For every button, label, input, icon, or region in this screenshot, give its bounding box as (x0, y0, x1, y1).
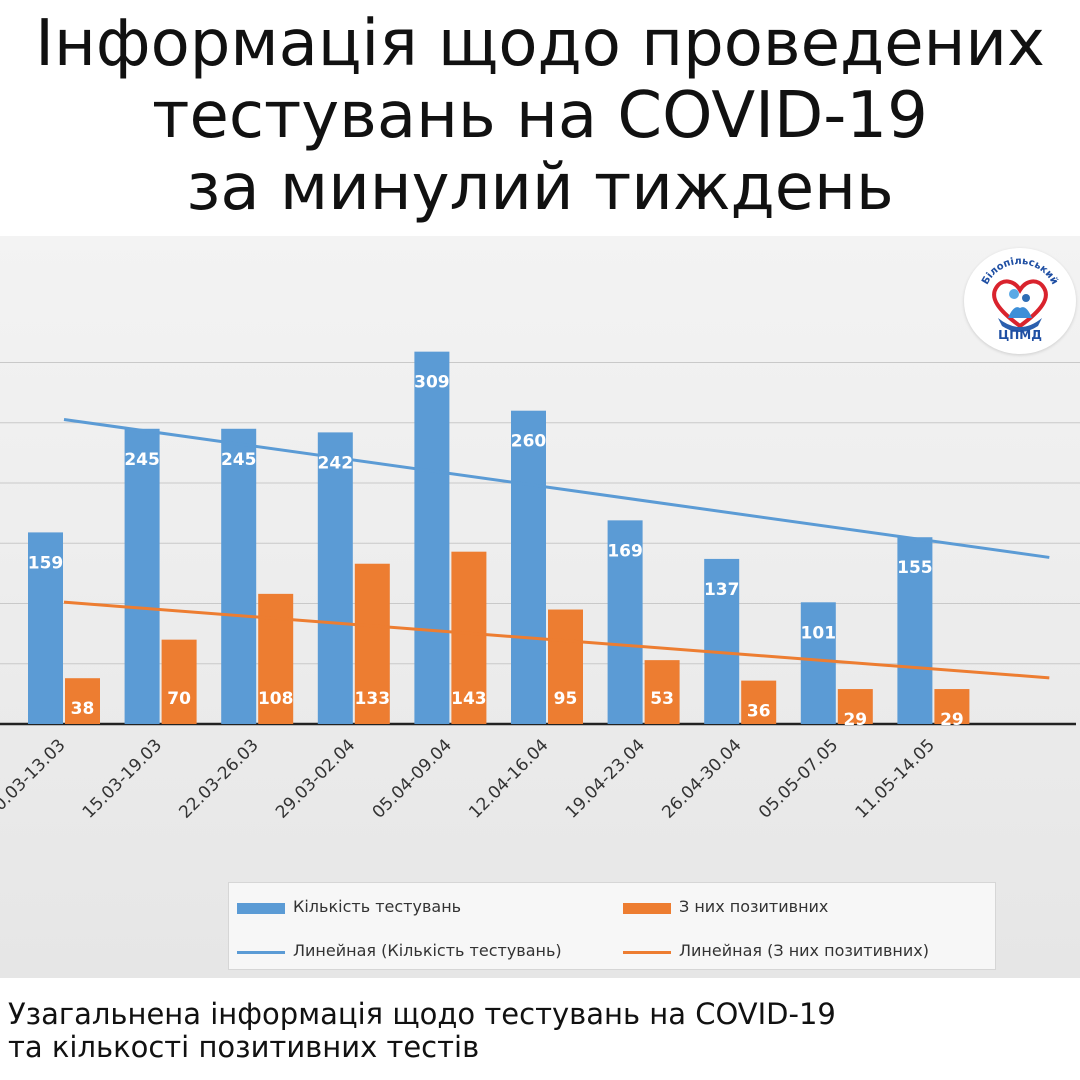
title-line-1: Інформація щодо проведених (35, 7, 1045, 81)
caption: Узагальнена інформація щодо тестувань на… (8, 998, 1068, 1064)
data-label-positive: 53 (650, 689, 674, 709)
bar-positive (258, 593, 294, 724)
title-line-3: за минулий тиждень (186, 151, 894, 225)
data-label-tests: 169 (607, 541, 643, 561)
data-label-positive: 36 (747, 702, 771, 722)
figure-head-icon (1009, 289, 1019, 299)
organization-logo: Білопільський ЦПМД (964, 248, 1076, 354)
caption-line-2: та кількості позитивних тестів (8, 1030, 480, 1064)
bar-positive (934, 689, 970, 724)
legend-line-tests-trend (237, 951, 285, 954)
data-label-tests: 309 (414, 373, 450, 393)
logo-bottom-text: ЦПМД (998, 328, 1042, 342)
x-tick-label: 12.04-16.04 (465, 735, 552, 822)
trendline-tests (63, 418, 1050, 559)
data-label-tests: 159 (28, 553, 64, 573)
data-label-positive: 108 (258, 689, 294, 709)
x-tick-label: 05.04-09.04 (369, 735, 456, 822)
bar-tests (800, 602, 836, 724)
bar-tests (607, 520, 643, 724)
x-tick-label: 26.04-30.04 (658, 735, 745, 822)
bar-positive (354, 563, 390, 724)
data-labels: 159 245 245 242 309 260 169 137 101 155 38 70 108 133… (28, 373, 964, 730)
data-label-positive: 38 (71, 699, 95, 719)
data-label-positive: 133 (355, 689, 391, 709)
bar-tests (28, 532, 63, 724)
bars (28, 351, 970, 724)
x-tick-label: 19.04-23.04 (562, 735, 649, 822)
bar-tests (704, 558, 740, 724)
bar-positive (451, 551, 487, 724)
page-title: Інформація щодо проведених тестувань на … (0, 8, 1080, 224)
data-label-tests: 245 (124, 450, 160, 470)
bar-positive (161, 639, 197, 724)
logo-arc-text: Білопільський (980, 256, 1060, 287)
bar-positive (548, 609, 583, 724)
trendline-positive (63, 600, 1050, 680)
bar-positive (741, 680, 777, 724)
bar-tests (221, 428, 257, 724)
legend-label-tests: Кількість тестувань (293, 897, 462, 916)
chart-panel: 159 245 245 242 309 260 169 137 101 155 38 70 108 133… (0, 236, 1080, 978)
legend-label-tests-trend: Линейная (Кількість тестувань) (293, 941, 562, 960)
data-label-tests: 155 (897, 558, 933, 578)
caption-line-1: Узагальнена інформація щодо тестувань на… (8, 997, 836, 1031)
x-tick-labels: 10.03-13.03 15.03-19.03 22.03-26.03 29.03-0… (0, 735, 939, 822)
data-label-tests: 101 (801, 623, 837, 643)
data-label-positive: 70 (167, 689, 191, 709)
x-tick-label: 11.05-14.05 (852, 735, 939, 822)
data-label-tests: 242 (318, 453, 354, 473)
bar-tests (124, 428, 160, 724)
bar-tests (897, 537, 933, 724)
bar-positive (644, 660, 680, 724)
legend-line-positive-trend (623, 951, 671, 954)
data-label-positive: 95 (554, 689, 578, 709)
title-line-2: тестувань на COVID-19 (152, 79, 928, 153)
heart-icon (992, 279, 1048, 329)
data-label-tests: 245 (221, 450, 257, 470)
bar-tests (414, 351, 450, 724)
data-label-positive: 29 (940, 710, 964, 730)
x-tick-label: 10.03-13.03 (0, 735, 70, 822)
x-tick-label: 22.03-26.03 (175, 735, 262, 822)
x-tick-label: 29.03-02.04 (272, 735, 359, 822)
data-label-positive: 143 (451, 689, 487, 709)
bar-positive (837, 689, 873, 724)
bar-positive (65, 678, 100, 724)
hands-icon (998, 318, 1042, 332)
x-tick-label: 05.05-07.05 (755, 735, 842, 822)
bar-tests (317, 432, 353, 724)
trendlines (63, 418, 1050, 680)
legend-label-positive: З них позитивних (679, 897, 829, 916)
chart-legend: Кількість тестувань З них позитивних Лин… (228, 882, 996, 970)
bar-chart: 159 245 245 242 309 260 169 137 101 155 38 70 108 133… (0, 351, 1080, 823)
data-label-positive: 29 (843, 710, 867, 730)
x-tick-label: 15.03-19.03 (79, 735, 166, 822)
data-label-tests: 260 (511, 432, 547, 452)
data-label-tests: 137 (704, 580, 740, 600)
legend-swatch-tests (237, 903, 285, 914)
legend-swatch-positive (623, 903, 671, 914)
bar-tests (511, 410, 546, 724)
legend-label-positive-trend: Линейная (З них позитивних) (679, 941, 929, 960)
